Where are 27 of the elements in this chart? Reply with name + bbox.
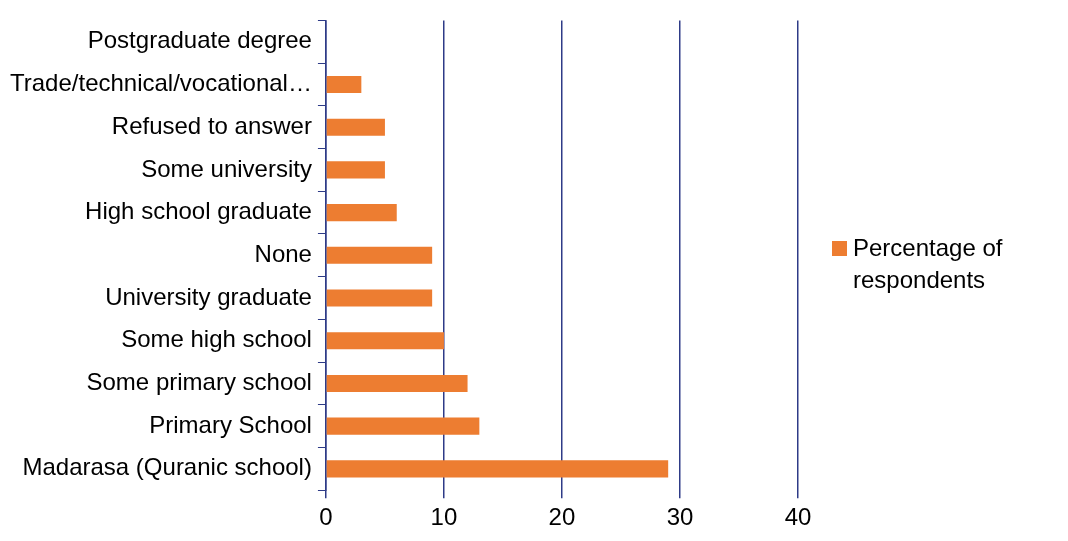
x-tick-label: 10 <box>430 503 458 531</box>
x-tick-label: 20 <box>548 503 576 531</box>
y-tick-label: Madarasa (Quranic school) <box>22 453 312 481</box>
bar <box>326 75 362 94</box>
x-tick-label: 0 <box>319 503 333 531</box>
y-tick-label: High school graduate <box>85 197 312 225</box>
legend-label: Percentage of respondents <box>853 233 1004 295</box>
y-tick-label: Some primary school <box>86 368 312 396</box>
bar <box>326 204 397 222</box>
bar <box>326 161 385 179</box>
bar <box>326 289 433 307</box>
y-tick-label: Postgraduate degree <box>87 26 312 54</box>
bar <box>326 246 433 264</box>
x-tick-label: 40 <box>784 503 812 531</box>
y-tick-label: University graduate <box>105 282 312 310</box>
bar <box>326 374 468 392</box>
y-tick-label: Some university <box>141 154 312 182</box>
y-tick-label: Trade/technical/vocational… <box>10 69 312 97</box>
y-tick-label: Primary School <box>149 410 312 438</box>
x-tick-label: 30 <box>666 503 694 531</box>
bar <box>326 417 480 435</box>
bar <box>326 332 444 350</box>
y-tick-label: None <box>254 239 312 267</box>
bar <box>326 460 669 478</box>
bar <box>326 118 385 136</box>
y-tick-label: Some high school <box>121 325 312 353</box>
y-tick-label: Refused to answer <box>111 111 312 139</box>
